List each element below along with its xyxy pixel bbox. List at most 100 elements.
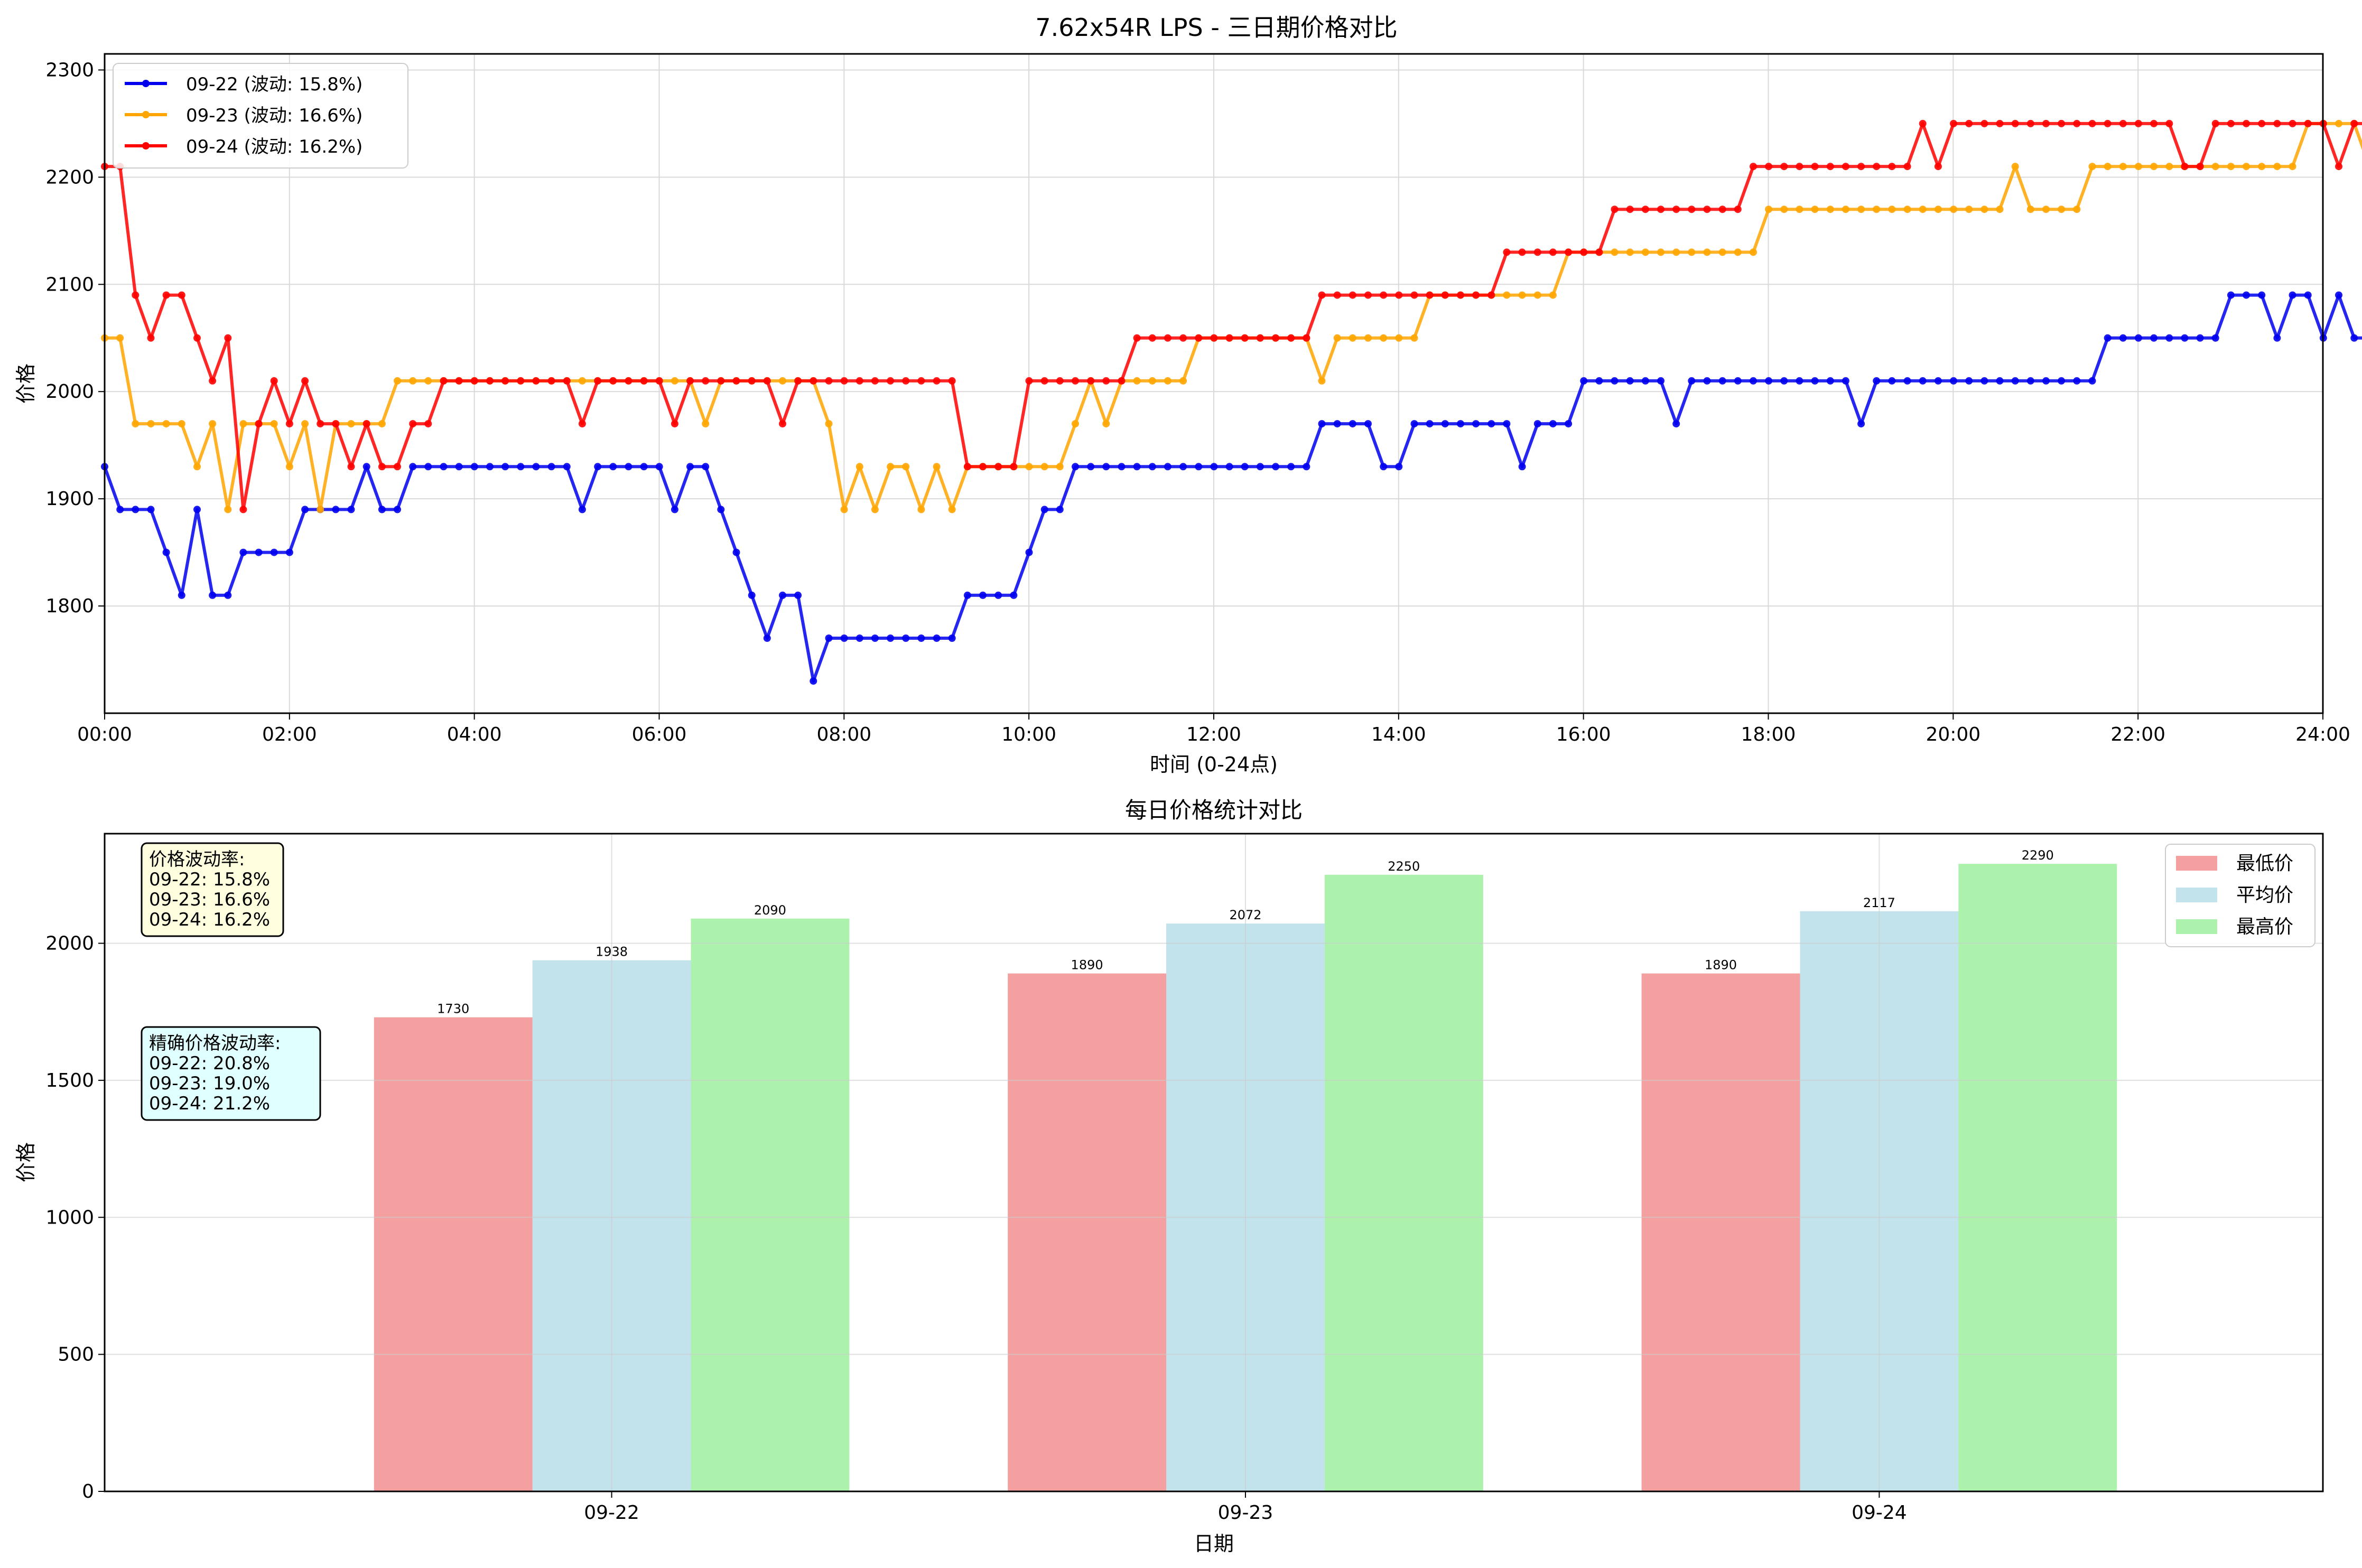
data-point: [1040, 463, 1048, 471]
data-point: [1318, 420, 1326, 428]
data-point: [1688, 248, 1696, 256]
data-point: [578, 420, 586, 428]
bar-value-label: 2290: [2022, 848, 2054, 863]
data-point: [501, 377, 509, 385]
data-point: [1657, 206, 1664, 213]
data-point: [162, 548, 170, 556]
data-point: [671, 377, 678, 385]
data-point: [563, 377, 571, 385]
data-point: [979, 463, 987, 471]
data-point: [1996, 377, 2004, 385]
data-point: [2350, 334, 2358, 342]
data-point: [1657, 377, 1664, 385]
data-point: [1410, 334, 1418, 342]
data-point: [394, 463, 401, 471]
legend-item-avg: 平均价: [2176, 884, 2293, 906]
data-point: [702, 420, 710, 428]
data-point: [963, 591, 971, 599]
data-point: [1533, 248, 1541, 256]
x-tick-label: 16:00: [1556, 724, 1611, 745]
bar-chart-title: 每日价格统计对比: [1125, 797, 1303, 823]
data-point: [1472, 420, 1480, 428]
data-point: [193, 506, 201, 514]
data-point: [887, 377, 895, 385]
data-point: [1796, 377, 1803, 385]
data-point: [1980, 119, 1988, 127]
data-point: [1703, 377, 1711, 385]
data-point: [209, 377, 217, 385]
data-point: [2134, 163, 2142, 171]
data-point: [1272, 334, 1280, 342]
data-point: [2273, 334, 2281, 342]
legend-item-09-22: 09-22 (波动: 15.8%): [125, 74, 362, 95]
data-point: [347, 463, 355, 471]
x-tick-label: 09-23: [1218, 1502, 1273, 1524]
data-point: [2026, 119, 2034, 127]
data-point: [1025, 377, 1033, 385]
data-point: [1842, 163, 1849, 171]
data-point: [1303, 463, 1310, 471]
legend-item-09-24: 09-24 (波动: 16.2%): [125, 136, 362, 157]
series-3: [101, 119, 2362, 514]
data-point: [1580, 377, 1588, 385]
data-point: [270, 548, 278, 556]
data-point: [1487, 291, 1495, 299]
data-point: [578, 377, 586, 385]
data-point: [239, 548, 247, 556]
data-point: [871, 377, 879, 385]
data-point: [1811, 206, 1819, 213]
legend-label-09-22: 09-22 (波动: 15.8%): [186, 74, 362, 95]
data-point: [2227, 291, 2235, 299]
data-point: [2165, 119, 2173, 127]
data-point: [1780, 206, 1788, 213]
data-point: [2196, 163, 2204, 171]
data-point: [1364, 334, 1372, 342]
data-point: [1873, 163, 1881, 171]
data-point: [2104, 119, 2112, 127]
data-point: [855, 634, 863, 642]
data-point: [2088, 119, 2096, 127]
data-point: [794, 377, 802, 385]
data-point: [1287, 334, 1295, 342]
data-point: [147, 506, 155, 514]
data-point: [1303, 334, 1310, 342]
data-point: [1333, 291, 1341, 299]
data-point: [840, 377, 848, 385]
data-point: [501, 463, 509, 471]
bar-chart-legend: 最低价 平均价 最高价: [2165, 844, 2315, 947]
data-point: [1734, 377, 1742, 385]
data-point: [2289, 163, 2296, 171]
data-point: [116, 506, 124, 514]
volatility-annotation-heading: 价格波动率:: [149, 849, 245, 870]
bar-value-label: 1938: [596, 945, 628, 959]
data-point: [2042, 206, 2050, 213]
data-point: [1965, 206, 1973, 213]
data-point: [1980, 206, 1988, 213]
data-point: [1518, 248, 1526, 256]
bar-value-label: 1890: [1705, 958, 1737, 973]
data-point: [1518, 291, 1526, 299]
data-point: [933, 377, 941, 385]
data-point: [1641, 377, 1649, 385]
data-point: [2165, 163, 2173, 171]
data-point: [1164, 334, 1171, 342]
data-point: [871, 634, 879, 642]
data-point: [1565, 248, 1573, 256]
data-point: [1395, 463, 1403, 471]
data-point: [239, 506, 247, 514]
data-point: [902, 634, 910, 642]
line-chart-legend: 09-22 (波动: 15.8%) 09-23 (波动: 16.6%) 09-2…: [113, 63, 408, 169]
data-point: [193, 463, 201, 471]
data-point: [1410, 291, 1418, 299]
precise-volatility-annotation-line: 09-23: 19.0%: [149, 1073, 270, 1094]
bar-09-23-1: [1008, 973, 1167, 1491]
data-point: [2134, 119, 2142, 127]
line-chart-x-ticks: 00:00 02:00 04:00 06:00 08:00 10:00 12:00 14:00…: [77, 713, 2350, 745]
data-point: [347, 506, 355, 514]
y-tick-label: 0: [82, 1481, 94, 1502]
data-point: [578, 506, 586, 514]
data-point: [1518, 463, 1526, 471]
line-chart: 7.62x54R LPS - 三日期价格对比 00:00 02:00 04:00 06…: [14, 13, 2362, 776]
data-point: [2058, 119, 2066, 127]
data-point: [2088, 163, 2096, 171]
